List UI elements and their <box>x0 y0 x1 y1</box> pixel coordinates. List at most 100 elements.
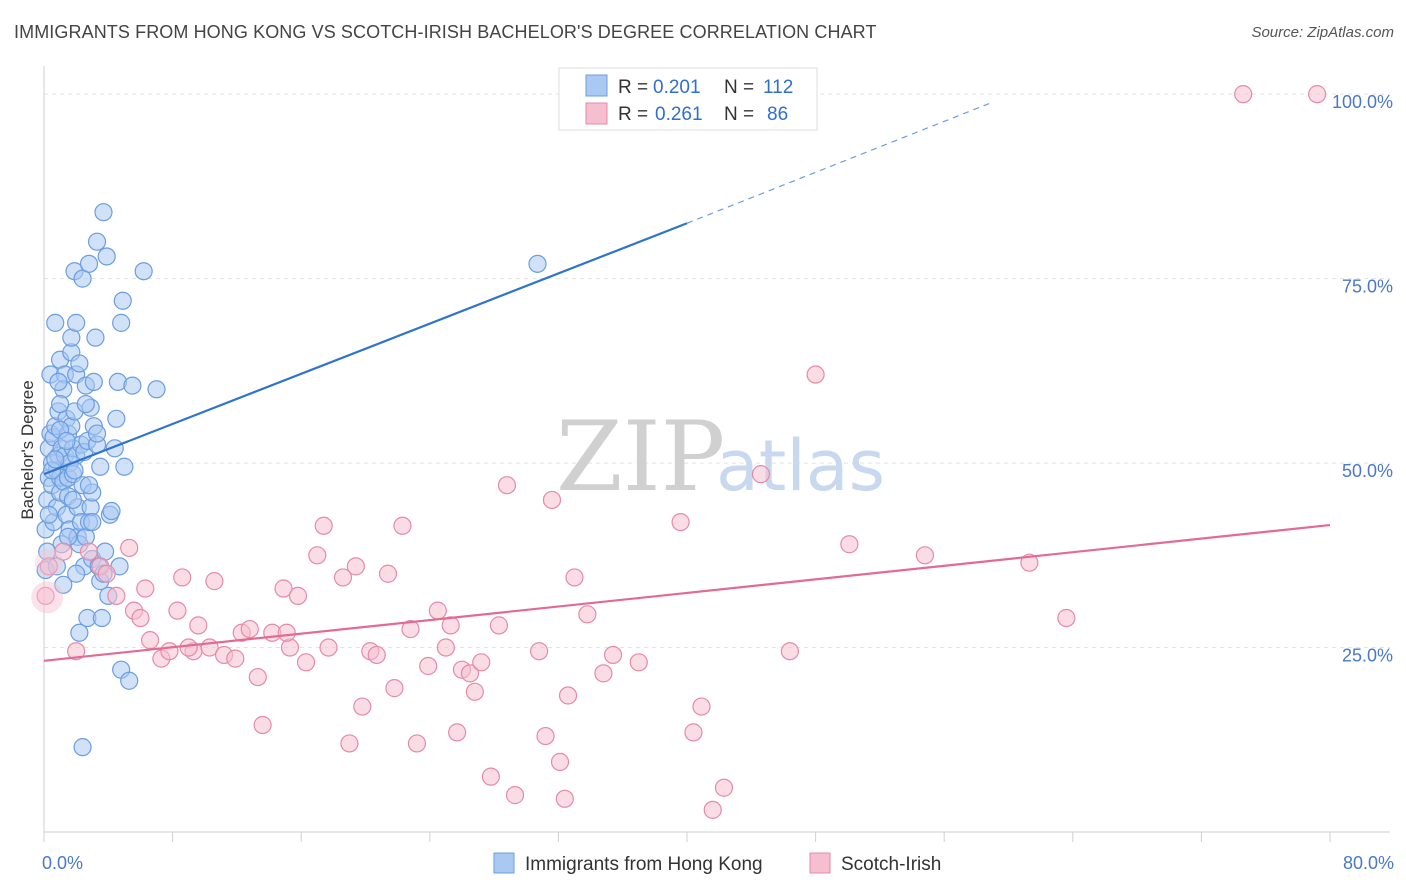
legend-n-label-2: N = <box>724 104 754 125</box>
trend-line-hong-kong <box>43 222 688 476</box>
scotch-irish-point-26 <box>280 638 300 657</box>
y-tick-label-2: 75.0% <box>1342 277 1393 297</box>
hong-kong-point-86 <box>113 291 132 310</box>
bottom-legend-swatch-scotch-irish <box>809 852 831 874</box>
legend-swatch-scotch-irish <box>585 102 608 125</box>
y-axis-title: Bachelor's Degree <box>18 380 37 519</box>
scotch-irish-point-81 <box>67 642 86 661</box>
hong-kong-point-41 <box>67 313 86 332</box>
hong-kong-point-74 <box>94 203 113 222</box>
scotch-irish-point-2 <box>54 542 73 561</box>
hong-kong-point-92 <box>73 738 92 757</box>
hong-kong-point-84 <box>112 313 131 332</box>
scotch-irish-point-51 <box>472 653 491 672</box>
legend-n-label-1: N = <box>724 77 754 98</box>
scotch-irish-point-34 <box>346 557 365 576</box>
hong-kong-point-108 <box>63 490 83 510</box>
series-scotch-irish-points <box>31 85 1327 819</box>
legend: R = 0.201 N = 112 R = 0.261 N = 86 <box>558 67 818 131</box>
scotch-irish-point-68 <box>684 723 703 742</box>
scotch-irish-point-13 <box>173 568 192 587</box>
hong-kong-point-96 <box>67 564 86 583</box>
scotch-irish-point-32 <box>333 568 353 587</box>
scotch-irish-point-71 <box>714 778 734 797</box>
scotch-irish-point-77 <box>1020 553 1039 572</box>
scotch-irish-point-64 <box>594 664 613 683</box>
scotch-irish-point-12 <box>168 601 187 620</box>
scotch-irish-point-49 <box>460 664 480 683</box>
scotch-irish-point-21 <box>240 619 259 639</box>
scotch-irish-point-60 <box>555 789 574 808</box>
bottom-legend: Immigrants from Hong Kong Scotch-Irish <box>493 852 941 875</box>
hong-kong-point-89 <box>123 376 142 395</box>
y-tick-label-1: 50.0% <box>1342 461 1393 481</box>
scotch-irish-point-50 <box>465 682 484 701</box>
scotch-irish-point-9 <box>140 631 160 650</box>
scotch-irish-point-74 <box>806 365 825 384</box>
hong-kong-point-102 <box>76 394 95 414</box>
hong-kong-point-106 <box>79 476 99 495</box>
trend-line-scotch-irish <box>43 523 1331 662</box>
hong-kong-point-76 <box>97 247 116 266</box>
scotch-irish-point-40 <box>393 516 412 535</box>
scotch-irish-point-69 <box>692 697 711 716</box>
scotch-irish-point-58 <box>542 490 562 510</box>
scotch-irish-point-3 <box>79 542 99 561</box>
scotch-irish-point-79 <box>1234 85 1253 104</box>
grid-lines <box>44 93 1390 649</box>
scotch-irish-point-56 <box>530 642 549 661</box>
hong-kong-point-22 <box>54 575 73 594</box>
scotch-irish-point-62 <box>565 568 584 587</box>
scotch-irish-point-78 <box>1057 608 1076 628</box>
chart-title: IMMIGRANTS FROM HONG KONG VS SCOTCH-IRIS… <box>14 22 877 42</box>
scotch-irish-point-15 <box>189 616 208 635</box>
scotch-irish-cluster-0 <box>31 581 64 614</box>
scotch-irish-point-82 <box>97 564 116 583</box>
y-tick-labels: 25.0% 50.0% 75.0% 100.0% <box>1332 92 1393 665</box>
y-tick-label-0: 25.0% <box>1342 646 1393 666</box>
scotch-irish-point-43 <box>419 656 438 676</box>
scotch-irish-point-27 <box>288 586 308 605</box>
watermark-zip: ZIP <box>556 401 725 513</box>
scotch-irish-point-75 <box>840 535 859 554</box>
hong-kong-point-81 <box>107 409 126 428</box>
scotch-irish-point-59 <box>550 752 570 772</box>
scotch-irish-point-39 <box>385 679 404 698</box>
y-tick-label-3: 100.0% <box>1332 92 1393 112</box>
bottom-legend-label-hong-kong: Immigrants from Hong Kong <box>525 854 763 875</box>
hong-kong-point-88 <box>120 671 139 690</box>
hong-kong-point-46 <box>70 354 89 373</box>
scotch-irish-point-28 <box>296 653 316 672</box>
hong-kong-point-79 <box>102 501 121 521</box>
scotch-irish-point-19 <box>226 649 245 668</box>
scotch-irish-point-47 <box>448 723 467 742</box>
bottom-legend-swatch-hong-kong <box>493 852 515 874</box>
scotch-irish-point-35 <box>353 697 372 716</box>
scotch-irish-point-38 <box>378 564 398 583</box>
scotch-irish-point-6 <box>120 538 139 558</box>
scotch-irish-point-31 <box>319 638 338 657</box>
x-tick-label-0: 0.0% <box>42 853 83 873</box>
scotch-irish-point-22 <box>248 667 267 687</box>
scotch-irish-point-30 <box>314 516 333 535</box>
scotch-irish-point-11 <box>160 642 179 661</box>
scotch-irish-point-37 <box>367 645 386 665</box>
scotch-irish-cluster-1 <box>34 548 63 577</box>
scotch-irish-point-25 <box>274 579 293 598</box>
hong-kong-point-97 <box>87 424 107 443</box>
scotch-irish-point-41 <box>401 619 420 639</box>
scotch-irish-point-42 <box>407 734 427 753</box>
scotch-irish-point-84 <box>179 638 198 657</box>
hong-kong-point-105 <box>57 431 76 451</box>
scotch-irish-point-29 <box>308 546 327 565</box>
scotch-irish-point-33 <box>340 734 359 753</box>
legend-n-value-1: 112 <box>763 77 793 98</box>
legend-r-label-1: R = <box>618 77 648 98</box>
scotch-irish-point-23 <box>253 715 272 735</box>
legend-r-label-2: R = <box>618 104 648 125</box>
scotch-irish-point-85 <box>277 623 296 642</box>
hong-kong-point-71 <box>91 457 110 476</box>
scotch-irish-point-72 <box>751 465 771 484</box>
trend-lines <box>43 101 1331 662</box>
source-label: Source: ZipAtlas.com <box>1251 24 1394 41</box>
